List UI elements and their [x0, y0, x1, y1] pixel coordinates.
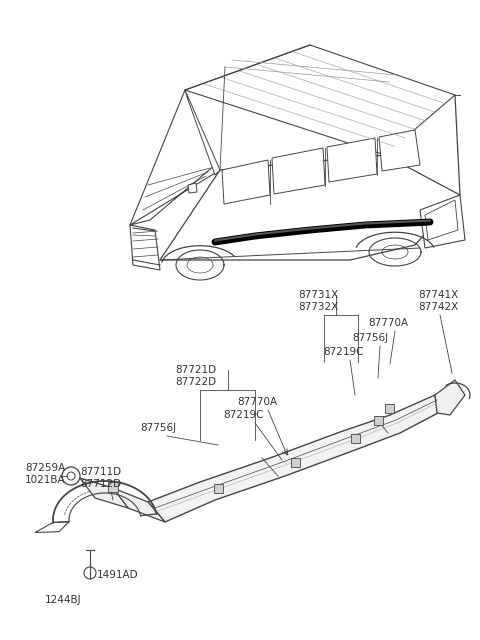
- Bar: [385, 403, 395, 413]
- Text: 1021BA: 1021BA: [25, 475, 66, 485]
- Polygon shape: [148, 395, 438, 522]
- Polygon shape: [435, 380, 465, 415]
- Text: 87732X: 87732X: [298, 302, 338, 312]
- Text: 87742X: 87742X: [418, 302, 458, 312]
- Polygon shape: [113, 488, 165, 522]
- Text: 87756J: 87756J: [352, 333, 388, 343]
- Bar: [373, 415, 383, 424]
- Text: 87731X: 87731X: [298, 290, 338, 300]
- Text: 87770A: 87770A: [368, 318, 408, 328]
- Polygon shape: [130, 165, 220, 225]
- Text: 87722D: 87722D: [175, 377, 216, 387]
- Text: 87219C: 87219C: [223, 410, 264, 420]
- Polygon shape: [425, 200, 458, 240]
- Text: 87770A: 87770A: [237, 397, 277, 407]
- Polygon shape: [160, 155, 460, 260]
- Bar: [214, 483, 223, 493]
- Polygon shape: [379, 130, 420, 171]
- Bar: [350, 433, 360, 442]
- Text: 87712D: 87712D: [80, 479, 121, 489]
- Polygon shape: [222, 160, 270, 204]
- Polygon shape: [185, 45, 455, 155]
- Polygon shape: [188, 183, 197, 193]
- Text: 87721D: 87721D: [175, 365, 216, 375]
- Text: 87741X: 87741X: [418, 290, 458, 300]
- Text: 87219C: 87219C: [323, 347, 363, 357]
- Text: 1244BJ: 1244BJ: [45, 595, 82, 605]
- Polygon shape: [420, 195, 465, 248]
- Polygon shape: [327, 138, 377, 182]
- Text: 1491AD: 1491AD: [97, 570, 139, 580]
- Text: 87259A: 87259A: [25, 463, 65, 473]
- Text: 87756J: 87756J: [140, 423, 176, 433]
- Polygon shape: [185, 90, 220, 175]
- Polygon shape: [272, 148, 325, 194]
- Polygon shape: [130, 225, 160, 270]
- Polygon shape: [80, 478, 128, 508]
- Text: 87711D: 87711D: [80, 467, 121, 477]
- Bar: [108, 482, 118, 492]
- Bar: [290, 458, 300, 467]
- Polygon shape: [35, 522, 69, 532]
